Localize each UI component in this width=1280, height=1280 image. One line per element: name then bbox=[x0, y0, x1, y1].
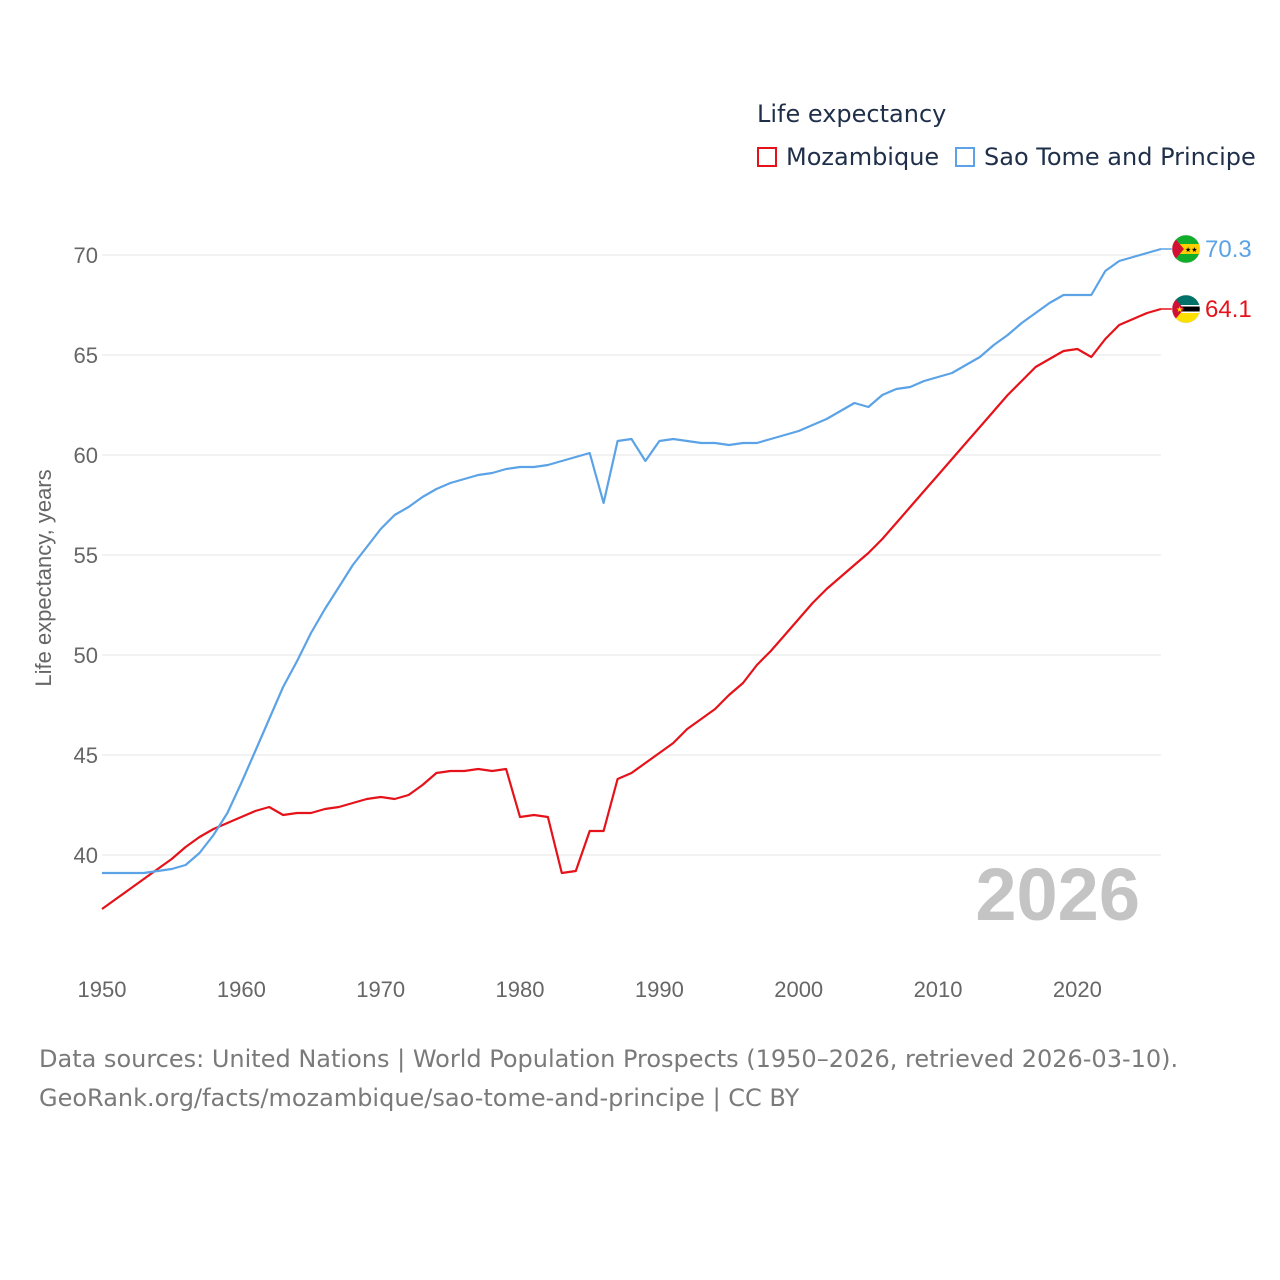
series-line-0 bbox=[101, 307, 1162, 910]
x-tick-label: 1980 bbox=[496, 977, 545, 1002]
y-tick-label: 50 bbox=[74, 643, 98, 668]
svg-text:★★: ★★ bbox=[1185, 246, 1198, 254]
x-tick-label: 1970 bbox=[356, 977, 405, 1002]
source-line-1: Data sources: United Nations | World Pop… bbox=[39, 1045, 1179, 1073]
y-tick-label: 65 bbox=[74, 343, 98, 368]
y-axis-label: Life expectancy, years bbox=[31, 469, 56, 686]
y-axis-ticks: 40 45 50 55 60 65 70 bbox=[74, 243, 98, 868]
y-tick-label: 70 bbox=[74, 243, 98, 268]
y-tick-label: 55 bbox=[74, 543, 98, 568]
mozambique-flag-icon: ★ bbox=[1171, 294, 1201, 324]
x-tick-label: 2000 bbox=[774, 977, 823, 1002]
x-tick-label: 1990 bbox=[635, 977, 684, 1002]
legend-label-sao-tome: Sao Tome and Principe bbox=[984, 143, 1256, 171]
legend-title: Life expectancy bbox=[757, 100, 947, 128]
series-line-1 bbox=[102, 247, 1162, 875]
end-value-label-1: 70.3 bbox=[1205, 236, 1252, 263]
y-tick-label: 40 bbox=[74, 843, 98, 868]
sao-tome-flag-icon: ★★ bbox=[1171, 234, 1201, 264]
gridlines bbox=[102, 254, 1161, 856]
legend-item-mozambique[interactable]: Mozambique bbox=[757, 143, 939, 171]
y-tick-label: 60 bbox=[74, 443, 98, 468]
series-lines bbox=[101, 247, 1162, 910]
year-label: 2026 bbox=[975, 853, 1140, 936]
x-tick-label: 2020 bbox=[1053, 977, 1102, 1002]
legend-label-mozambique: Mozambique bbox=[786, 143, 940, 171]
legend-item-sao-tome[interactable]: Sao Tome and Principe bbox=[955, 143, 1256, 171]
svg-text:★: ★ bbox=[1176, 305, 1183, 314]
series-end-markers: ★ 64.1 ★★ 70.3 bbox=[1161, 234, 1252, 324]
end-value-label-0: 64.1 bbox=[1205, 296, 1252, 323]
legend-swatch-mozambique bbox=[757, 147, 777, 167]
y-tick-label: 45 bbox=[74, 743, 98, 768]
x-axis-ticks: 1950 1960 1970 1980 1990 2000 2010 2020 bbox=[78, 977, 1102, 1002]
x-tick-label: 1960 bbox=[217, 977, 266, 1002]
x-tick-label: 1950 bbox=[78, 977, 127, 1002]
legend-swatch-sao-tome bbox=[955, 147, 975, 167]
source-link[interactable]: GeoRank.org/facts/mozambique/sao-tome-an… bbox=[39, 1084, 800, 1112]
x-tick-label: 2010 bbox=[914, 977, 963, 1002]
